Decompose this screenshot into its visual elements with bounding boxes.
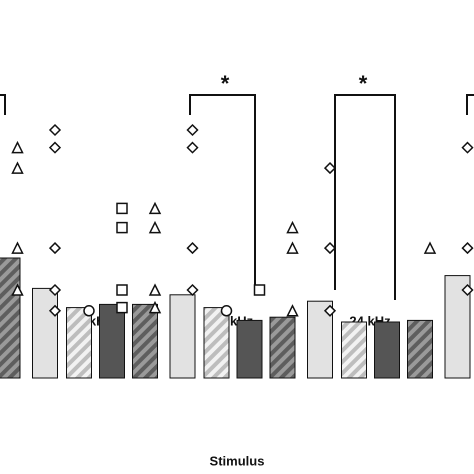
bar bbox=[66, 307, 92, 379]
data-point bbox=[83, 305, 95, 317]
data-point bbox=[116, 221, 128, 234]
data-point bbox=[11, 241, 24, 254]
data-point bbox=[148, 220, 162, 234]
x-axis-label: Stimulus bbox=[210, 453, 265, 468]
bracket bbox=[466, 94, 474, 115]
bar bbox=[99, 303, 125, 379]
significance: * bbox=[359, 71, 368, 96]
data-point bbox=[148, 201, 162, 215]
bar bbox=[0, 257, 21, 379]
data-point bbox=[286, 241, 299, 254]
data-point bbox=[148, 300, 162, 314]
data-point bbox=[253, 284, 266, 296]
bar bbox=[32, 287, 58, 379]
bar bbox=[203, 307, 230, 379]
data-point bbox=[186, 141, 199, 154]
data-point bbox=[116, 284, 128, 296]
bar bbox=[269, 316, 296, 379]
data-point bbox=[423, 241, 437, 254]
bar bbox=[236, 319, 263, 379]
data-point bbox=[186, 123, 199, 137]
data-point bbox=[186, 283, 199, 297]
data-point bbox=[48, 283, 62, 297]
bracket bbox=[334, 94, 396, 300]
data-point bbox=[148, 283, 162, 296]
data-point bbox=[48, 242, 62, 255]
bar bbox=[132, 303, 158, 379]
bar bbox=[341, 321, 367, 379]
data-point bbox=[323, 242, 337, 255]
brackets bbox=[0, 94, 474, 300]
data-point bbox=[286, 220, 299, 234]
data-point bbox=[461, 141, 474, 154]
data-point bbox=[186, 242, 199, 255]
data-point bbox=[461, 283, 474, 297]
data-point bbox=[11, 283, 24, 296]
data-point bbox=[220, 305, 233, 317]
data-point bbox=[323, 304, 337, 317]
data-point bbox=[461, 242, 474, 255]
data-point bbox=[286, 304, 299, 317]
data-point bbox=[116, 301, 128, 314]
data-point bbox=[48, 123, 62, 137]
data-point bbox=[323, 162, 337, 175]
data-point bbox=[11, 140, 24, 154]
bracket bbox=[0, 94, 6, 115]
bar bbox=[374, 321, 400, 379]
bar bbox=[407, 319, 433, 379]
data-point bbox=[48, 141, 62, 154]
data-point bbox=[48, 304, 62, 317]
bracket bbox=[189, 94, 256, 290]
significance: * bbox=[221, 71, 230, 96]
data-point bbox=[116, 202, 128, 215]
data-point bbox=[11, 161, 24, 174]
bar bbox=[169, 294, 196, 379]
